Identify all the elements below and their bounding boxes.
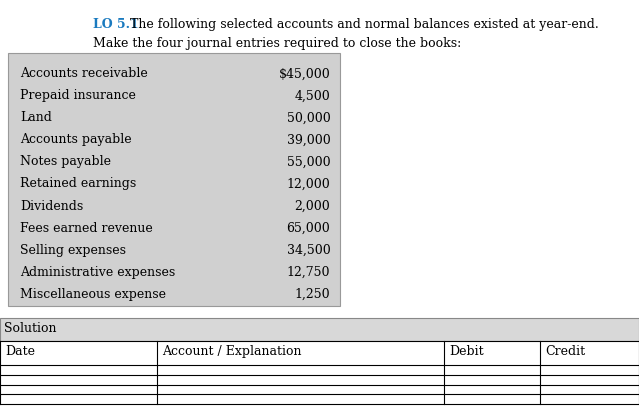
Text: Land: Land bbox=[20, 111, 52, 124]
Text: Accounts payable: Accounts payable bbox=[20, 133, 132, 146]
Text: Retained earnings: Retained earnings bbox=[20, 177, 137, 191]
FancyBboxPatch shape bbox=[0, 318, 639, 341]
Text: Make the four journal entries required to close the books:: Make the four journal entries required t… bbox=[93, 37, 461, 50]
Text: 65,000: 65,000 bbox=[287, 222, 330, 235]
Text: The following selected accounts and normal balances existed at year-end.: The following selected accounts and norm… bbox=[126, 18, 599, 31]
Text: 34,500: 34,500 bbox=[287, 244, 330, 257]
Text: 39,000: 39,000 bbox=[287, 133, 330, 146]
FancyBboxPatch shape bbox=[0, 341, 639, 365]
Text: 12,750: 12,750 bbox=[287, 266, 330, 279]
Text: 4,500: 4,500 bbox=[295, 89, 330, 102]
Text: Notes payable: Notes payable bbox=[20, 155, 111, 169]
Text: Fees earned revenue: Fees earned revenue bbox=[20, 222, 153, 235]
Text: LO 5.1: LO 5.1 bbox=[93, 18, 139, 31]
Text: 12,000: 12,000 bbox=[287, 177, 330, 191]
Text: Solution: Solution bbox=[4, 322, 57, 335]
Text: 2,000: 2,000 bbox=[295, 200, 330, 213]
Text: 1,250: 1,250 bbox=[295, 288, 330, 301]
Text: Selling expenses: Selling expenses bbox=[20, 244, 127, 257]
Text: Credit: Credit bbox=[545, 345, 585, 358]
Text: Prepaid insurance: Prepaid insurance bbox=[20, 89, 136, 102]
Text: Accounts receivable: Accounts receivable bbox=[20, 67, 148, 80]
Text: Miscellaneous expense: Miscellaneous expense bbox=[20, 288, 166, 301]
FancyBboxPatch shape bbox=[8, 53, 340, 306]
Text: Account / Explanation: Account / Explanation bbox=[162, 345, 301, 358]
Text: $45,000: $45,000 bbox=[279, 67, 330, 80]
Text: Dividends: Dividends bbox=[20, 200, 84, 213]
Text: Date: Date bbox=[5, 345, 35, 358]
Text: 50,000: 50,000 bbox=[287, 111, 330, 124]
Text: Administrative expenses: Administrative expenses bbox=[20, 266, 176, 279]
Text: 55,000: 55,000 bbox=[287, 155, 330, 169]
Text: Debit: Debit bbox=[449, 345, 484, 358]
